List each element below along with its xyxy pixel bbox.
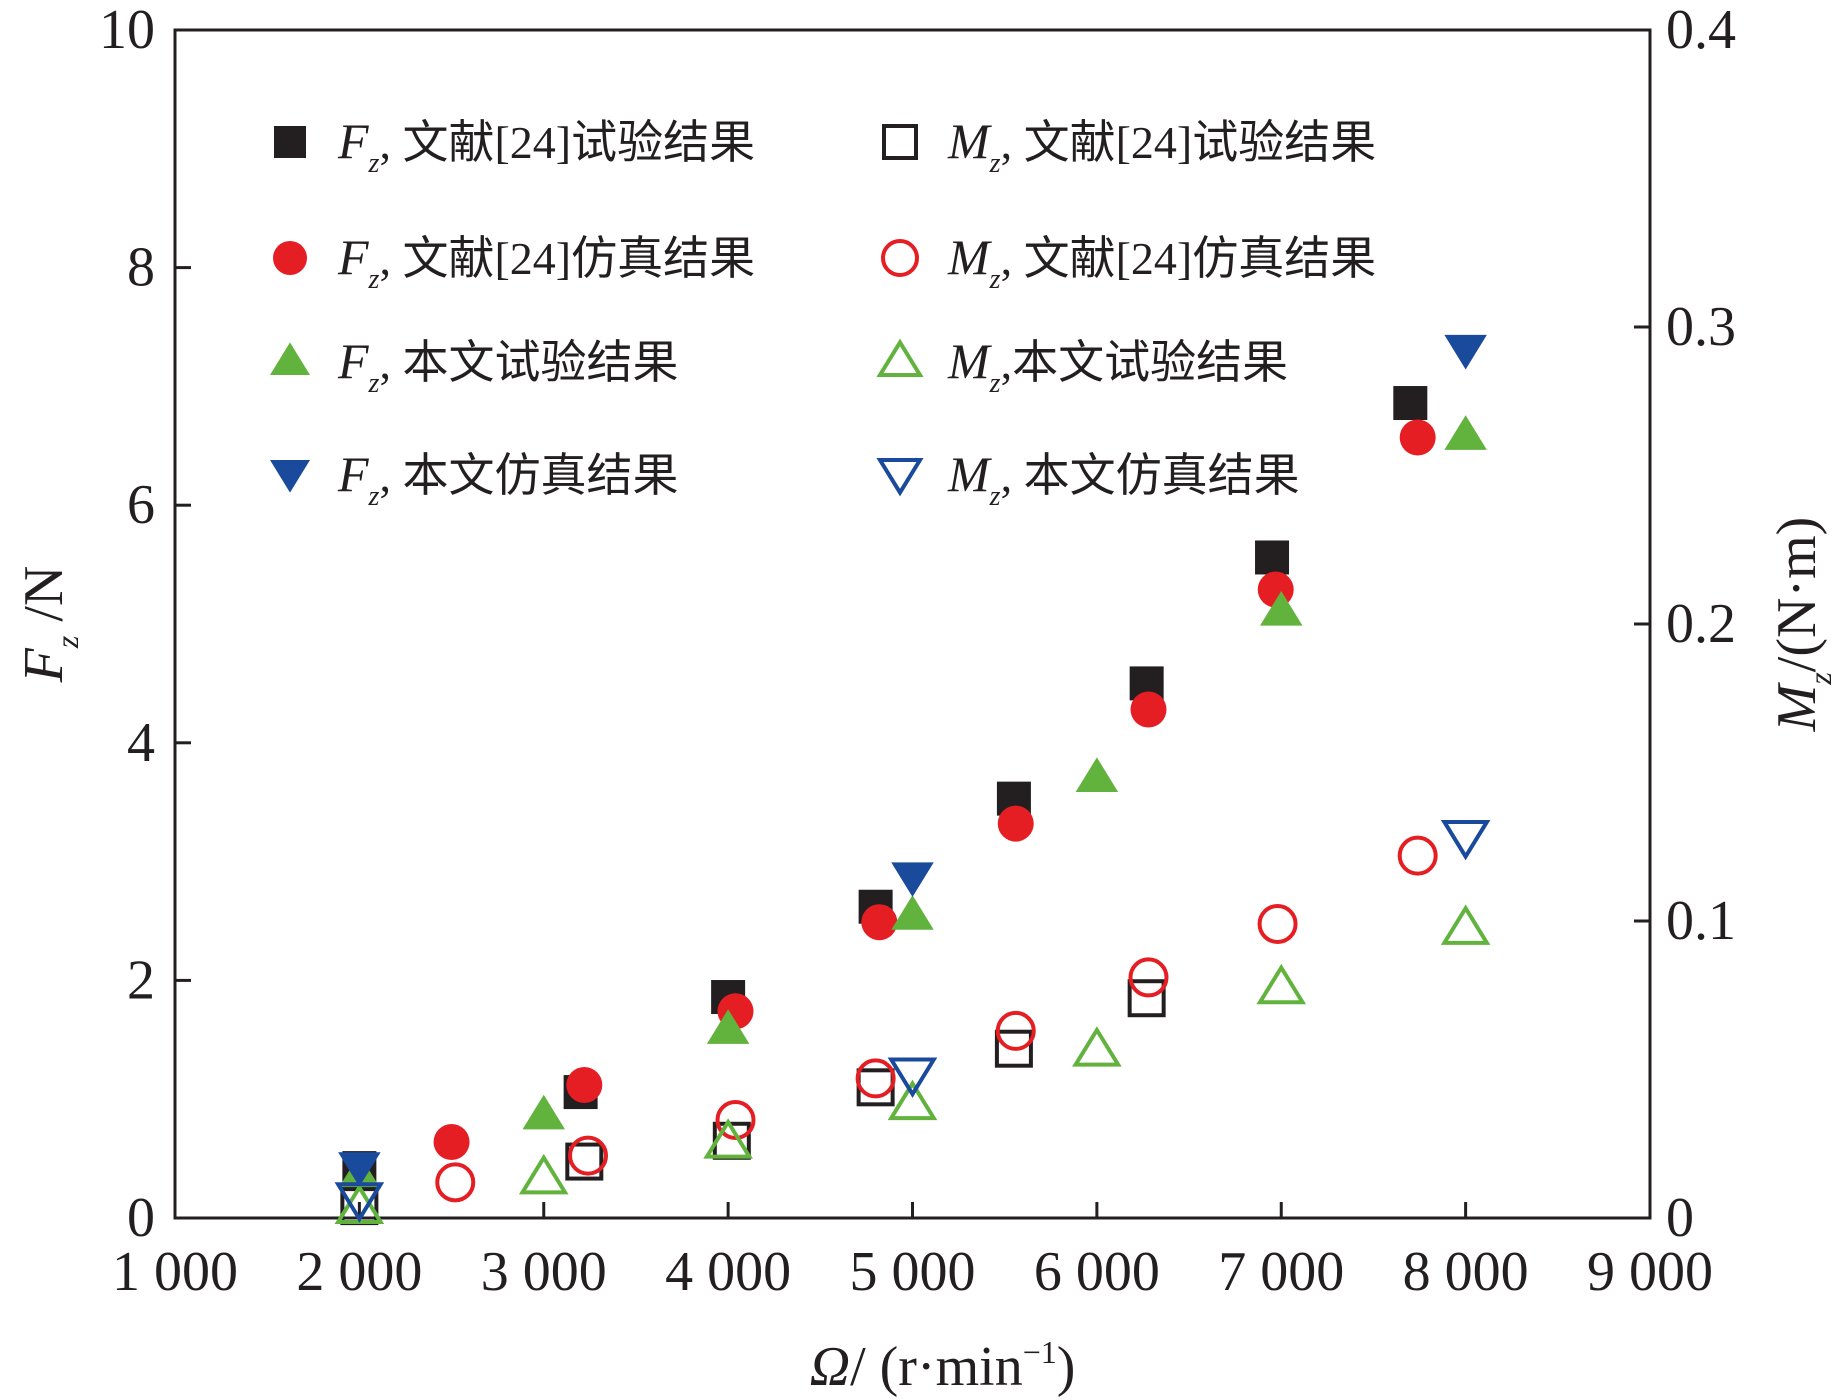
x-axis-label: Ω/ (r·min−1) <box>810 1334 1076 1398</box>
legend-marker <box>876 458 924 497</box>
plot-frame <box>173 28 1652 1220</box>
data-point <box>1255 540 1290 575</box>
x-tick-label: 7 000 <box>1218 1241 1344 1303</box>
data-point <box>994 1029 1033 1068</box>
data-point <box>855 1058 896 1099</box>
data-point <box>1256 963 1307 1005</box>
legend-label: Mz,本文试验结果 <box>947 333 1288 399</box>
x-tick-label: 6 000 <box>1034 1241 1160 1303</box>
y-right-tick-label: 0.4 <box>1666 0 1736 61</box>
legend-marker <box>881 239 919 277</box>
data-point <box>887 1057 938 1098</box>
legend-marker <box>882 124 918 160</box>
data-point <box>1399 419 1436 456</box>
series-1 <box>433 419 1436 1160</box>
legend-label: Fz, 文献[24]仿真结果 <box>337 229 755 295</box>
y-right-tick-label: 0.1 <box>1666 890 1736 952</box>
legend-label: Mz, 本文仿真结果 <box>947 446 1300 512</box>
x-tick-label: 9 000 <box>1587 1241 1713 1303</box>
data-point <box>522 1094 565 1130</box>
data-point <box>1444 415 1487 450</box>
series-5 <box>435 835 1438 1203</box>
x-tick-label: 1 000 <box>112 1241 238 1303</box>
data-point <box>1440 819 1491 861</box>
legend-marker <box>270 460 310 493</box>
data-point <box>1440 904 1491 945</box>
legend-label: Mz, 文献[24]仿真结果 <box>947 229 1376 295</box>
data-point <box>1072 1026 1122 1067</box>
data-point <box>861 904 898 941</box>
legend-marker <box>273 241 307 275</box>
y-left-tick-label: 4 <box>127 712 155 774</box>
y-left-axis-label: Fz /N <box>13 566 85 684</box>
data-point <box>891 862 934 897</box>
data-point <box>995 1010 1036 1051</box>
data-point <box>706 1009 750 1044</box>
data-point <box>518 1153 569 1195</box>
legend-label: Fz, 本文试验结果 <box>337 333 678 399</box>
legend-marker <box>270 342 310 375</box>
data-point <box>1127 979 1166 1018</box>
legend-marker <box>274 126 306 158</box>
data-point <box>1257 903 1298 944</box>
legend-label: Fz, 文献[24]试验结果 <box>337 113 755 179</box>
data-point <box>997 805 1034 842</box>
data-point <box>435 1162 476 1203</box>
y-left-tick-label: 6 <box>127 474 155 536</box>
series-2 <box>338 415 1487 1189</box>
x-tick-label: 2 000 <box>296 1241 422 1303</box>
legend-marker <box>876 338 924 377</box>
x-tick-label: 3 000 <box>481 1241 607 1303</box>
y-right-tick-label: 0 <box>1666 1187 1694 1249</box>
series-6 <box>334 904 1491 1225</box>
x-tick-label: 5 000 <box>850 1241 976 1303</box>
data-point <box>1130 691 1167 728</box>
y-left-tick-label: 2 <box>127 949 155 1011</box>
data-point <box>334 1182 385 1223</box>
y-left-tick-label: 8 <box>127 237 155 299</box>
legend-label: Fz, 本文仿真结果 <box>337 446 678 512</box>
series-7 <box>334 819 1491 1223</box>
data-point <box>891 895 934 930</box>
data-point <box>856 1068 895 1107</box>
x-tick-label: 8 000 <box>1403 1241 1529 1303</box>
data-point <box>338 1152 381 1187</box>
series-4 <box>340 979 1166 1226</box>
y-left-tick-label: 0 <box>127 1187 155 1249</box>
y-right-axis-label: Mz/(N·m) <box>1766 517 1838 733</box>
y-right-tick-label: 0.3 <box>1666 296 1736 358</box>
data-point <box>433 1123 470 1160</box>
data-point <box>1444 334 1487 370</box>
data-point <box>568 1135 608 1176</box>
data-point <box>1260 591 1303 626</box>
data-point <box>566 1066 603 1103</box>
data-point <box>1075 757 1119 792</box>
data-point <box>1397 835 1438 876</box>
data-point <box>1128 957 1169 998</box>
data-point <box>715 1099 756 1140</box>
series-3 <box>338 334 1487 1187</box>
y-left-tick-label: 10 <box>99 0 155 61</box>
data-point <box>565 1142 604 1181</box>
data-point <box>703 1118 753 1159</box>
data-point <box>887 1079 938 1121</box>
y-right-tick-label: 0.2 <box>1666 593 1736 655</box>
legend-label: Mz, 文献[24]试验结果 <box>947 113 1376 179</box>
data-point <box>1393 386 1428 421</box>
x-tick-label: 4 000 <box>665 1241 791 1303</box>
